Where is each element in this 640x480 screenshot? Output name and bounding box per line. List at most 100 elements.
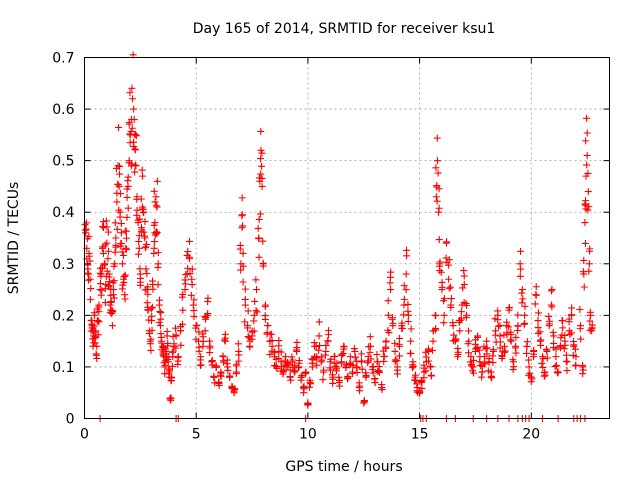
data-point xyxy=(86,296,94,304)
data-point xyxy=(166,395,174,403)
data-point xyxy=(496,338,504,346)
data-point xyxy=(432,312,440,320)
data-point xyxy=(241,285,249,293)
data-point xyxy=(585,260,593,268)
data-point xyxy=(489,359,497,367)
data-point xyxy=(518,299,526,307)
data-point xyxy=(586,245,594,253)
data-point xyxy=(583,161,591,169)
data-point xyxy=(140,228,148,236)
data-point xyxy=(122,234,130,242)
y-tick-label: 0.2 xyxy=(52,308,74,324)
data-point xyxy=(312,342,320,350)
chart-title: Day 165 of 2014, SRMTID for receiver ksu… xyxy=(193,21,496,37)
data-point xyxy=(119,251,127,259)
data-point xyxy=(135,237,143,245)
data-point xyxy=(104,282,112,290)
data-point xyxy=(148,277,156,285)
data-point xyxy=(156,296,164,304)
data-point xyxy=(534,324,542,332)
data-point xyxy=(395,352,403,360)
data-point xyxy=(152,202,160,210)
x-tick-label: 10 xyxy=(299,427,317,443)
data-point xyxy=(131,168,139,176)
data-point xyxy=(469,369,477,377)
data-point xyxy=(301,370,309,378)
data-point xyxy=(268,336,276,344)
data-point xyxy=(517,247,525,255)
data-point xyxy=(391,358,399,366)
data-point xyxy=(306,380,314,388)
data-point xyxy=(186,270,194,278)
data-point xyxy=(92,350,100,358)
data-point xyxy=(552,353,560,361)
data-point xyxy=(215,381,223,389)
data-point xyxy=(258,149,266,157)
data-point xyxy=(572,353,580,361)
data-point xyxy=(588,324,596,332)
data-point xyxy=(141,232,149,240)
data-point xyxy=(268,330,276,338)
data-point xyxy=(585,267,593,275)
data-point xyxy=(538,359,546,367)
data-point xyxy=(552,345,560,353)
tick-labels: 0 5 10 15 20 0 0.1 0.2 0.3 0.4 0.5 0.6 0.7 xyxy=(52,51,540,443)
data-point xyxy=(357,350,365,358)
data-point xyxy=(581,200,589,208)
data-point xyxy=(418,384,426,392)
data-point xyxy=(131,130,139,138)
data-point xyxy=(366,333,374,341)
data-point xyxy=(584,169,592,177)
data-point xyxy=(156,308,164,316)
data-point xyxy=(582,197,590,205)
data-point xyxy=(362,369,370,377)
data-point xyxy=(521,311,529,319)
data-point xyxy=(103,239,111,247)
data-point xyxy=(124,204,132,212)
data-point xyxy=(97,291,105,299)
data-point xyxy=(90,309,98,317)
data-point xyxy=(503,318,511,326)
data-point xyxy=(454,350,462,358)
data-point xyxy=(577,335,585,343)
data-point xyxy=(199,337,207,345)
data-point xyxy=(117,240,125,248)
data-point xyxy=(387,286,395,294)
data-point xyxy=(167,377,175,385)
data-point xyxy=(440,297,448,305)
data-point xyxy=(483,350,491,358)
data-point xyxy=(279,367,287,375)
data-point xyxy=(366,348,374,356)
data-point xyxy=(516,272,524,280)
data-point xyxy=(107,297,115,305)
x-tick-label: 15 xyxy=(411,427,429,443)
data-point xyxy=(507,336,515,344)
data-point xyxy=(465,327,473,335)
data-point xyxy=(494,307,502,315)
data-point xyxy=(509,356,517,364)
data-point xyxy=(327,355,335,363)
data-point xyxy=(253,286,261,294)
data-point xyxy=(494,322,502,330)
data-point xyxy=(155,318,163,326)
data-point xyxy=(404,318,412,326)
data-point xyxy=(368,366,376,374)
data-point xyxy=(259,237,267,245)
data-point xyxy=(350,345,358,353)
data-point xyxy=(150,187,158,195)
data-point xyxy=(380,357,388,365)
data-point xyxy=(122,245,130,253)
data-point xyxy=(462,313,470,321)
data-point xyxy=(428,346,436,354)
data-point xyxy=(416,388,424,396)
data-point xyxy=(316,342,324,350)
data-point xyxy=(313,354,321,362)
data-point xyxy=(95,303,103,311)
data-point xyxy=(255,253,263,261)
data-point xyxy=(106,278,114,286)
grid-lines xyxy=(84,57,610,419)
data-point xyxy=(166,366,174,374)
data-point xyxy=(509,366,517,374)
data-point xyxy=(118,260,126,268)
data-point xyxy=(127,128,135,136)
